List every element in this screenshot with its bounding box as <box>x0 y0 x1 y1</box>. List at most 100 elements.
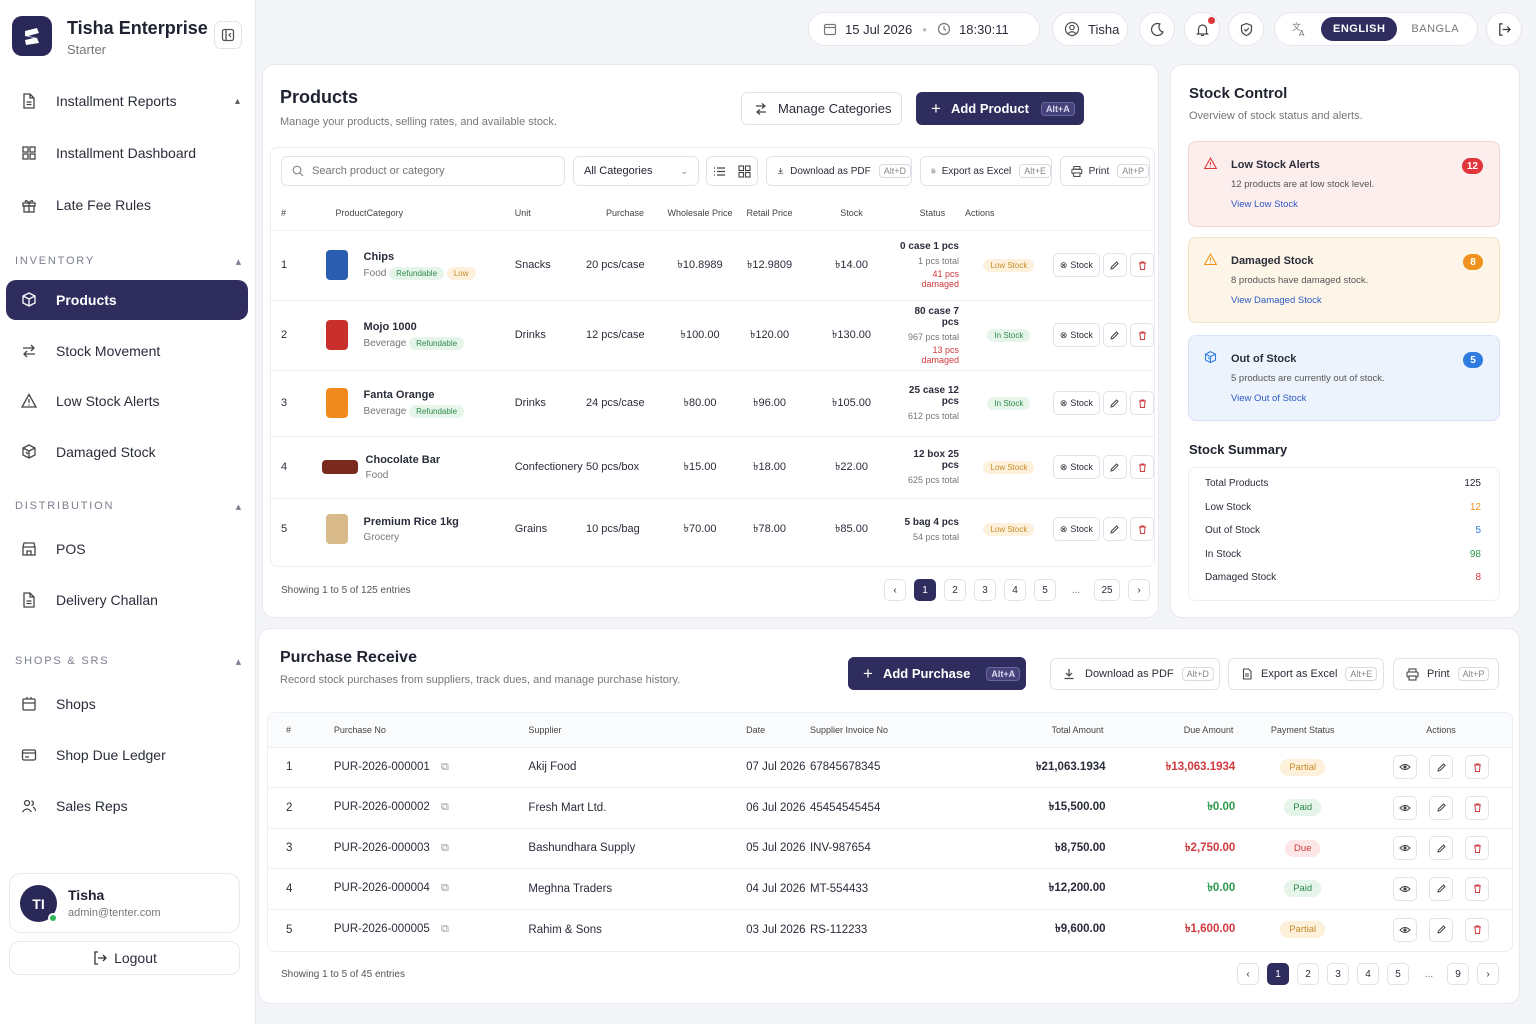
edit-icon[interactable] <box>1102 391 1127 415</box>
view-icon[interactable] <box>1393 755 1418 780</box>
manage-categories-button[interactable]: Manage Categories <box>741 92 902 125</box>
user-profile[interactable]: TI Tisha admin@tenter.com <box>9 873 240 933</box>
sidebar-item-installment-reports[interactable]: Installment Reports ▴ <box>6 81 248 121</box>
sidebar-item-sales-reps[interactable]: Sales Reps <box>6 786 248 826</box>
sidebar-item-shops[interactable]: Shops <box>6 684 248 724</box>
delete-icon[interactable] <box>1465 795 1490 820</box>
delete-icon[interactable] <box>1465 755 1490 780</box>
section-distribution[interactable]: DISTRIBUTION ▴ <box>15 500 243 513</box>
sidebar-item-shop-due-ledger[interactable]: Shop Due Ledger <box>6 735 248 775</box>
exit-button[interactable] <box>1486 12 1522 46</box>
alert-link[interactable]: View Damaged Stock <box>1231 295 1322 306</box>
edit-icon[interactable] <box>1102 323 1127 347</box>
table-row[interactable]: 1 Chips Food Refundable Low Snacks 20 pcs/ca… <box>271 229 1154 300</box>
delete-icon[interactable] <box>1130 391 1154 415</box>
edit-icon[interactable] <box>1102 517 1127 542</box>
notifications-button[interactable] <box>1184 12 1220 46</box>
print-button[interactable]: Print Alt+P <box>1060 156 1150 186</box>
table-row[interactable]: 3 Fanta Orange Beverage Refundable Drinks 24… <box>271 369 1154 436</box>
table-row[interactable]: 5 Premium Rice 1kg Grocery Grains 10 pcs/bag… <box>271 497 1154 560</box>
pagination-page[interactable]: 3 <box>974 579 996 601</box>
section-inventory[interactable]: INVENTORY ▴ <box>15 255 243 268</box>
copy-icon[interactable]: ⧉ <box>440 760 449 773</box>
table-row[interactable]: 4 Chocolate Bar Food Confectionery 50 pcs/bo… <box>271 435 1154 498</box>
table-row[interactable]: 1 PUR-2026-000001 ⧉ Akij Food 07 Jul 2026 67… <box>268 746 1512 788</box>
sidebar-item-low-stock-alerts[interactable]: Low Stock Alerts <box>6 381 248 421</box>
pagination-next[interactable]: › <box>1477 963 1499 985</box>
pagination-page[interactable]: 25 <box>1094 579 1120 601</box>
sidebar-item-delivery-challan[interactable]: Delivery Challan <box>6 580 248 620</box>
edit-icon[interactable] <box>1429 836 1454 861</box>
purchase-export-excel-button[interactable]: Export as Excel Alt+E <box>1228 658 1384 690</box>
pagination-prev[interactable]: ‹ <box>1237 963 1259 985</box>
pagination-page[interactable]: 2 <box>944 579 966 601</box>
table-row[interactable]: 2 Mojo 1000 Beverage Refundable Drinks 12 pc… <box>271 299 1154 370</box>
security-button[interactable] <box>1228 12 1264 46</box>
pagination-page[interactable]: 3 <box>1327 963 1349 985</box>
alert-link[interactable]: View Low Stock <box>1231 199 1298 210</box>
view-icon[interactable] <box>1393 795 1418 820</box>
logout-button[interactable]: Logout <box>9 941 240 975</box>
pagination-page[interactable]: 2 <box>1297 963 1319 985</box>
table-row[interactable]: 3 PUR-2026-000003 ⧉ Bashundhara Supply 05 J… <box>268 827 1512 869</box>
delete-icon[interactable] <box>1130 323 1154 347</box>
search-input[interactable] <box>312 165 552 177</box>
theme-toggle-button[interactable] <box>1139 12 1175 46</box>
section-shops[interactable]: SHOPS & SRS ▴ <box>15 655 243 668</box>
stock-button[interactable]: ⊗ Stock <box>1052 455 1100 479</box>
delete-icon[interactable] <box>1130 455 1154 479</box>
sidebar-item-installment-dashboard[interactable]: Installment Dashboard <box>6 133 248 173</box>
stock-button[interactable]: ⊗ Stock <box>1052 253 1100 277</box>
delete-icon[interactable] <box>1130 517 1154 542</box>
delete-icon[interactable] <box>1465 836 1490 861</box>
alert-link[interactable]: View Out of Stock <box>1231 393 1307 404</box>
purchase-print-button[interactable]: Print Alt+P <box>1393 658 1499 690</box>
table-row[interactable]: 4 PUR-2026-000004 ⧉ Meghna Traders 04 Jul 2… <box>268 868 1512 909</box>
user-menu-button[interactable]: Tisha <box>1052 12 1128 46</box>
sidebar-item-stock-movement[interactable]: Stock Movement <box>6 331 248 371</box>
category-select[interactable]: All Categories ⌄ <box>573 156 699 186</box>
sidebar-item-products[interactable]: Products <box>6 280 248 320</box>
pagination-page[interactable]: 4 <box>1357 963 1379 985</box>
pagination-page[interactable]: 5 <box>1034 579 1056 601</box>
table-row[interactable]: 2 PUR-2026-000002 ⧉ Fresh Mart Ltd. 06 Jul … <box>268 787 1512 828</box>
delete-icon[interactable] <box>1465 917 1490 942</box>
chevron-up-icon[interactable]: ▴ <box>235 501 243 513</box>
view-icon[interactable] <box>1393 917 1418 942</box>
edit-icon[interactable] <box>1102 253 1127 277</box>
add-product-button[interactable]: + Add Product Alt+A <box>916 92 1084 125</box>
stock-button[interactable]: ⊗ Stock <box>1052 323 1100 347</box>
pagination-prev[interactable]: ‹ <box>884 579 906 601</box>
sidebar-item-late-fee-rules[interactable]: Late Fee Rules <box>6 185 248 225</box>
lang-bangla-button[interactable]: BANGLA <box>1411 23 1460 35</box>
edit-icon[interactable] <box>1102 455 1127 479</box>
pagination-page[interactable]: 1 <box>914 579 936 601</box>
brand-logo[interactable] <box>12 16 52 56</box>
edit-icon[interactable] <box>1429 795 1454 820</box>
delete-icon[interactable] <box>1465 876 1490 901</box>
download-pdf-button[interactable]: Download as PDF Alt+D <box>766 156 912 186</box>
pagination-page[interactable]: 9 <box>1447 963 1469 985</box>
purchase-download-pdf-button[interactable]: Download as PDF Alt+D <box>1050 658 1220 690</box>
stock-button[interactable]: ⊗ Stock <box>1052 517 1100 542</box>
sidebar-item-damaged-stock[interactable]: Damaged Stock <box>6 432 248 472</box>
pagination-page[interactable]: 5 <box>1387 963 1409 985</box>
pagination-next[interactable]: › <box>1128 579 1150 601</box>
copy-icon[interactable]: ⧉ <box>440 882 449 895</box>
pagination-page[interactable]: 1 <box>1267 963 1289 985</box>
chevron-up-icon[interactable]: ▴ <box>235 256 243 268</box>
chevron-up-icon[interactable]: ▴ <box>234 95 240 107</box>
stock-button[interactable]: ⊗ Stock <box>1052 391 1100 415</box>
sidebar-item-pos[interactable]: POS <box>6 529 248 569</box>
pagination-page[interactable]: 4 <box>1004 579 1026 601</box>
edit-icon[interactable] <box>1429 876 1454 901</box>
list-view-icon[interactable] <box>713 165 726 178</box>
chevron-up-icon[interactable]: ▴ <box>235 656 243 668</box>
export-excel-button[interactable]: Export as Excel Alt+E <box>920 156 1052 186</box>
view-icon[interactable] <box>1393 836 1418 861</box>
copy-icon[interactable]: ⧉ <box>440 801 449 814</box>
view-icon[interactable] <box>1393 876 1418 901</box>
lang-english-button[interactable]: ENGLISH <box>1321 17 1398 41</box>
delete-icon[interactable] <box>1130 253 1154 277</box>
add-purchase-button[interactable]: + Add Purchase Alt+A <box>848 657 1026 690</box>
